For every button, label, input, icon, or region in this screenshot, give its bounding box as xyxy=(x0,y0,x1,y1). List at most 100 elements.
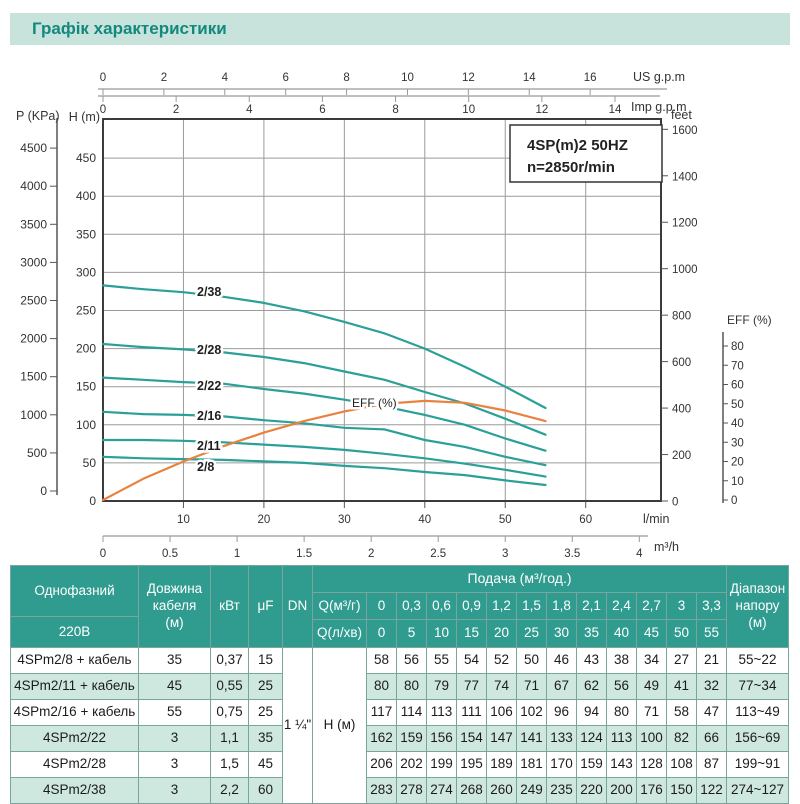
header-cable-length: Довжина кабеля (м) xyxy=(138,565,211,648)
h-tick-label: 0 xyxy=(89,494,96,508)
eff-tick-label: 70 xyxy=(731,360,744,372)
h-value-cell: 124 xyxy=(576,725,607,752)
eff-curve-label: EFF (%) xyxy=(352,396,397,410)
model-info-line2: n=2850r/min xyxy=(527,159,615,176)
h-value-cell: 67 xyxy=(546,673,577,700)
head-range-cell: 77~34 xyxy=(726,673,789,700)
curve-label-2/11: 2/11 xyxy=(197,439,221,453)
lmin-axis-label: l/min xyxy=(643,512,669,526)
model-cell: 4SPm2/22 xyxy=(10,725,139,752)
model-cell: 4SPm2/8 + кабель xyxy=(10,647,139,674)
h-value-cell: 141 xyxy=(516,725,547,752)
pump-curve-2/28 xyxy=(101,342,547,436)
m3h-tick-label: 3 xyxy=(502,548,508,560)
kw-cell: 0,55 xyxy=(210,673,249,700)
page-title: Графік характеристики xyxy=(32,19,227,38)
head-range-cell: 274~127 xyxy=(726,777,789,804)
h-tick-label: 100 xyxy=(76,418,96,432)
header-kw: кВт xyxy=(210,565,249,648)
us-gpm-tick-label: 16 xyxy=(584,72,597,84)
h-value-cell: 56 xyxy=(606,673,637,700)
m3h-axis-label: m³/h xyxy=(654,540,679,554)
curve-label-2/38: 2/38 xyxy=(197,285,221,299)
lmin-tick-label: 30 xyxy=(338,514,351,526)
feet-tick-label: 1200 xyxy=(672,218,698,230)
h-value-cell: 200 xyxy=(606,777,637,804)
header-phase-label: Однофазний xyxy=(11,567,138,617)
header-q-m3h-value: 3 xyxy=(666,591,697,621)
model-info-box xyxy=(509,124,663,183)
curve-label-2/8: 2/8 xyxy=(197,460,214,474)
head-range-cell: 113~49 xyxy=(726,699,789,726)
h-value-cell: 80 xyxy=(396,673,427,700)
pump-curve-2/22 xyxy=(101,376,547,452)
pump-curve-2/11 xyxy=(101,438,547,478)
kw-cell: 0,37 xyxy=(210,647,249,674)
kw-cell: 1,1 xyxy=(210,725,249,752)
m3h-tick-label: 4 xyxy=(636,548,643,560)
h-value-cell: 195 xyxy=(456,751,487,778)
eff-tick-label: 20 xyxy=(731,457,744,469)
h-value-cell: 80 xyxy=(606,699,637,726)
uf-cell: 35 xyxy=(248,725,283,752)
p-kpa-tick-label: 2000 xyxy=(20,332,47,346)
head-range-cell: 199~91 xyxy=(726,751,789,778)
header-q-m3h-value: 0,3 xyxy=(396,591,427,621)
curve-label-2/16: 2/16 xyxy=(197,409,221,423)
header-q-lmin-value: 20 xyxy=(486,619,517,648)
h-value-cell: 71 xyxy=(636,699,667,726)
imp-gpm-tick-label: 14 xyxy=(609,104,622,116)
h-value-cell: 52 xyxy=(486,647,517,674)
h-value-cell: 34 xyxy=(636,647,667,674)
header-q-m3h-value: 3,3 xyxy=(696,591,727,621)
cable-length-cell: 45 xyxy=(138,673,211,700)
header-q-m3h-value: 2,4 xyxy=(606,591,637,621)
header-q-m3h-value: 1,2 xyxy=(486,591,517,621)
us-gpm-tick-label: 14 xyxy=(523,72,536,84)
head-range-cell: 156~69 xyxy=(726,725,789,752)
imp-gpm-tick-label: 2 xyxy=(173,104,179,116)
us-gpm-axis-label: US g.p.m xyxy=(633,70,685,84)
spec-row-2/22: 4SPm2/22 3 1,1 35 162 159 156 154 147 141 133 124 11… xyxy=(10,725,789,752)
h-value-cell: 79 xyxy=(426,673,457,700)
head-range-cell: 55~22 xyxy=(726,647,789,674)
imp-gpm-tick-label: 4 xyxy=(246,104,253,116)
cable-length-cell: 3 xyxy=(138,725,211,752)
h-value-cell: 21 xyxy=(696,647,727,674)
h-value-cell: 181 xyxy=(516,751,547,778)
h-value-cell: 56 xyxy=(396,647,427,674)
m3h-tick-label: 1 xyxy=(234,548,240,560)
header-head-range: Діапазон напору (м) xyxy=(726,565,789,648)
h-value-cell: 202 xyxy=(396,751,427,778)
h-value-cell: 199 xyxy=(426,751,457,778)
imp-gpm-tick-label: 10 xyxy=(462,104,475,116)
kw-cell: 0,75 xyxy=(210,699,249,726)
header-q-m3h-value: 0,6 xyxy=(426,591,457,621)
header-q-lmin-value: 5 xyxy=(396,619,427,648)
header-uf: μF xyxy=(248,565,283,648)
p-kpa-tick-label: 2500 xyxy=(20,294,47,308)
h-value-cell: 106 xyxy=(486,699,517,726)
header-q-m3h-value: 2,7 xyxy=(636,591,667,621)
h-value-cell: 206 xyxy=(366,751,397,778)
header-q-m3h-value: 1,8 xyxy=(546,591,577,621)
h-value-cell: 100 xyxy=(636,725,667,752)
m3h-tick-label: 0 xyxy=(100,548,106,560)
imp-gpm-tick-label: 0 xyxy=(100,104,106,116)
m3h-tick-label: 3.5 xyxy=(564,548,580,560)
model-cell: 4SPm2/28 xyxy=(10,751,139,778)
h-tick-label: 200 xyxy=(76,342,96,356)
header-q-lmin-value: 55 xyxy=(696,619,727,648)
h-axis-label: H (m) xyxy=(69,110,100,124)
header-q-lmin-value: 45 xyxy=(636,619,667,648)
us-gpm-tick-label: 6 xyxy=(282,72,288,84)
h-value-cell: 113 xyxy=(606,725,637,752)
cable-length-cell: 3 xyxy=(138,751,211,778)
h-value-cell: 189 xyxy=(486,751,517,778)
h-tick-label: 400 xyxy=(76,189,96,203)
p-kpa-tick-label: 3500 xyxy=(20,217,47,231)
h-tick-label: 250 xyxy=(76,304,96,318)
h-value-cell: 128 xyxy=(636,751,667,778)
h-value-cell: 47 xyxy=(696,699,727,726)
header-q-lmin-value: 50 xyxy=(666,619,697,648)
